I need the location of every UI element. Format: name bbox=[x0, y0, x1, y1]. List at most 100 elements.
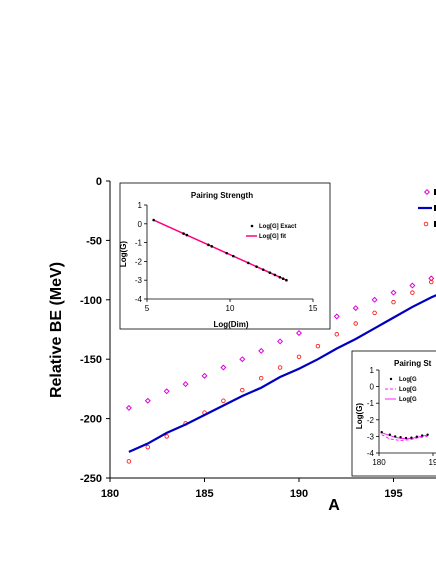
circle-point bbox=[315, 343, 321, 349]
inset-1-legend-exact-marker bbox=[250, 224, 254, 228]
diamond-point bbox=[428, 275, 435, 282]
x-tick-label: 180 bbox=[101, 488, 119, 500]
inset-1-exact-point bbox=[207, 243, 210, 247]
circle-point bbox=[277, 365, 283, 370]
inset-2-y-tick-label: 1 bbox=[370, 366, 375, 375]
inset-1-exact-point bbox=[281, 277, 285, 280]
y-tick-label: -200 bbox=[80, 414, 102, 426]
legend-circle-label-clip bbox=[434, 221, 436, 227]
inset-1-y-tick-label: 0 bbox=[138, 220, 143, 229]
inset-2-title: Pairing St bbox=[394, 359, 432, 368]
inset-1-y-tick-label: 1 bbox=[138, 201, 143, 210]
inset-2-frame bbox=[351, 350, 436, 477]
y-tick-label: -150 bbox=[80, 354, 102, 366]
inset-2-y-title: Log(G) bbox=[355, 403, 364, 430]
inset-2-y-tick-label: -3 bbox=[367, 432, 375, 441]
circle-point bbox=[429, 279, 434, 285]
inset-1-exact-point bbox=[255, 265, 258, 268]
inset-2-y-tick-label: -1 bbox=[367, 399, 375, 408]
inset-1-exact-point bbox=[185, 233, 189, 237]
circle-point bbox=[240, 387, 245, 393]
inset-1-legend-fit-label: Log[G] fit bbox=[259, 234, 286, 240]
diamond-point bbox=[239, 356, 246, 363]
inset-2-point bbox=[380, 431, 383, 434]
inset-2-point bbox=[399, 436, 402, 439]
diamond-point bbox=[163, 388, 170, 395]
inset-1-x-title: Log(Dim) bbox=[213, 320, 248, 329]
circle-point bbox=[258, 375, 264, 381]
inset-2-legend-label: Log[G bbox=[399, 387, 417, 393]
inset-1-exact-point bbox=[152, 218, 155, 222]
inset-1-exact-point bbox=[246, 261, 250, 265]
inset-2-legend-label: Log[G bbox=[399, 377, 417, 383]
circle-point bbox=[353, 321, 358, 326]
main-plot-marks bbox=[125, 275, 436, 464]
legend-diamond-label-clip bbox=[434, 189, 436, 195]
inset-1-y-tick-label: -3 bbox=[135, 276, 143, 285]
circle-point bbox=[164, 434, 169, 439]
inset-2-point bbox=[388, 433, 391, 436]
diamond-point bbox=[352, 305, 359, 312]
inset-1-frame bbox=[119, 182, 331, 330]
inset-2-y-tick-label: 0 bbox=[370, 383, 375, 392]
inset-2-legend-label: Log[G bbox=[399, 397, 417, 403]
inset-1-x-tick-label: 5 bbox=[145, 304, 150, 313]
x-tick-label: 185 bbox=[195, 488, 213, 500]
inset-1-marks bbox=[152, 218, 288, 282]
circle-point bbox=[410, 290, 415, 295]
inset-pairing-strength: Pairing Strength 10-1-2-3-45 10 15 Log(Dim… bbox=[119, 182, 331, 330]
y-tick-label: -250 bbox=[80, 473, 102, 485]
inset-1-exact-point bbox=[182, 232, 185, 235]
y-tick-label: -50 bbox=[86, 235, 102, 247]
circle-point bbox=[145, 444, 151, 450]
x-axis-title: A bbox=[328, 497, 340, 514]
diamond-point bbox=[220, 364, 227, 371]
inset-1-y-tick-label: -2 bbox=[135, 257, 143, 266]
inset-1-axes: 10-1-2-3-45 10 15 bbox=[135, 201, 318, 313]
inset-2-marks bbox=[380, 431, 429, 442]
inset-2-point bbox=[426, 433, 429, 436]
inset-1-legend: Log[G] Exact Log[G] fit bbox=[246, 224, 296, 240]
main-legend bbox=[418, 188, 436, 227]
inset-2-point bbox=[421, 434, 424, 437]
diamond-point bbox=[409, 282, 416, 289]
diamond-point bbox=[390, 289, 397, 296]
inset-1-legend-exact-label: Log[G] Exact bbox=[259, 224, 296, 230]
x-tick-label: 195 bbox=[384, 488, 402, 500]
diamond-point bbox=[333, 313, 340, 320]
blue-fit-line bbox=[128, 294, 436, 453]
legend-circle-marker bbox=[423, 221, 429, 227]
inset-1-exact-point bbox=[225, 251, 228, 255]
inset-2-point bbox=[415, 435, 418, 438]
inset-1-exact-point bbox=[210, 245, 214, 248]
inset-1-title: Pairing Strength bbox=[191, 191, 253, 200]
inset-1-x-tick-label: 15 bbox=[309, 304, 318, 313]
legend-diamond-marker bbox=[423, 188, 431, 196]
inset-2-legend-dot-marker bbox=[389, 377, 393, 381]
inset-2-point bbox=[410, 436, 413, 439]
diamond-point bbox=[277, 338, 284, 345]
inset-1-exact-point bbox=[268, 271, 272, 274]
inset-1-x-tick-label: 10 bbox=[226, 304, 235, 313]
diamond-point bbox=[258, 347, 265, 354]
inset-1-y-title: Log(G) bbox=[119, 241, 128, 268]
y-tick-label: 0 bbox=[96, 176, 102, 188]
inset-2-y-tick-label: -4 bbox=[367, 449, 375, 458]
inset-2-point bbox=[404, 436, 408, 440]
diamond-point bbox=[201, 372, 208, 379]
x-tick-label: 190 bbox=[290, 488, 308, 500]
legend-line-label-clip bbox=[434, 205, 436, 211]
inset-2-legend: Log[G Log[G Log[G bbox=[385, 377, 417, 403]
inset-2-point bbox=[394, 435, 397, 438]
circle-point bbox=[221, 398, 226, 404]
inset-1-y-tick-label: -4 bbox=[135, 295, 143, 304]
inset-1-exact-point bbox=[278, 275, 282, 279]
inset-1-exact-point bbox=[232, 254, 235, 258]
inset-2-y-tick-label: -2 bbox=[367, 416, 375, 425]
circle-point bbox=[372, 310, 377, 316]
inset-1-exact-point bbox=[273, 273, 277, 277]
inset-2-x-tick-label: 19 bbox=[429, 458, 436, 467]
